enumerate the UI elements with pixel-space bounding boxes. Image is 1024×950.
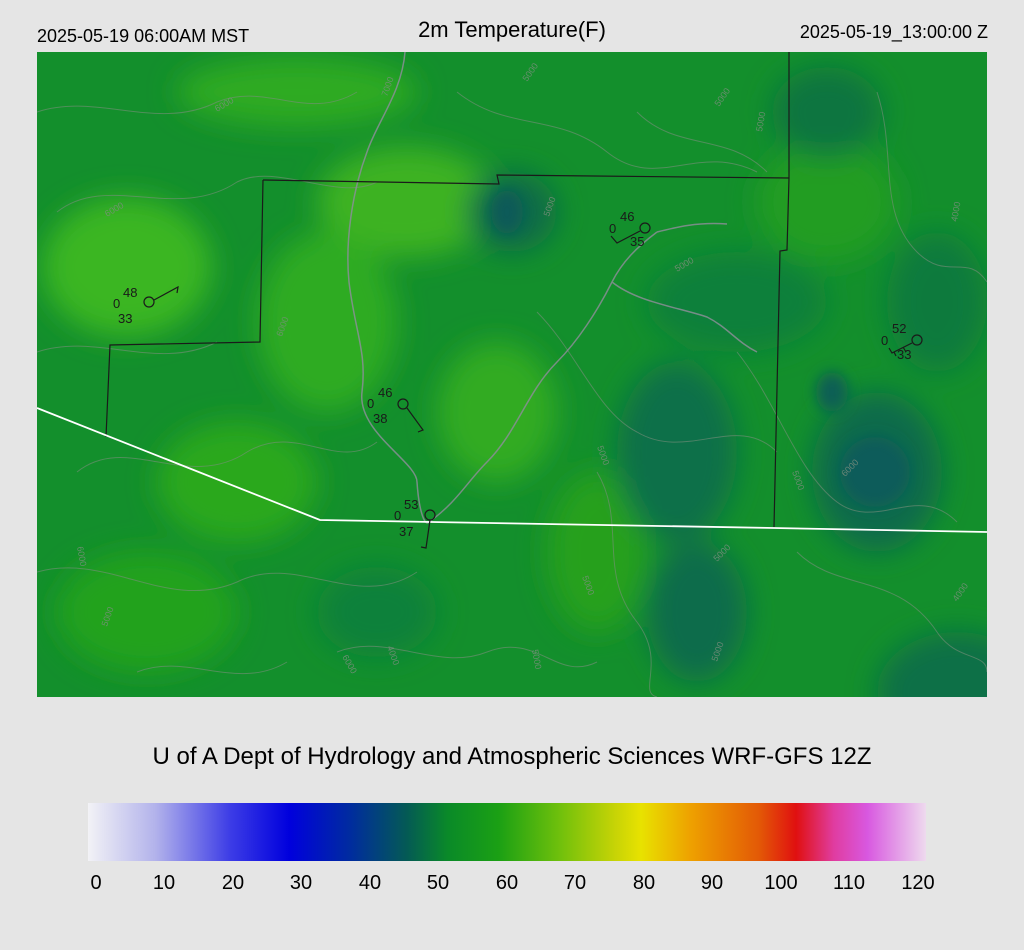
station-cover: 0	[609, 221, 616, 236]
station-temp: 46	[378, 385, 392, 400]
station-dewpoint: 33	[897, 347, 911, 362]
station-temp: 48	[123, 285, 137, 300]
colorbar-fill	[88, 803, 926, 861]
colorbar-tick: 0	[90, 872, 102, 894]
station-circle	[639, 222, 651, 234]
station-cover: 0	[394, 508, 401, 523]
station-cover: 0	[113, 296, 120, 311]
contour-label: 5000	[530, 649, 543, 670]
colorbar-tick: 10	[152, 872, 176, 894]
wind-barb	[610, 230, 641, 244]
colorbar-tick: 50	[426, 872, 450, 894]
colorbar-ticks: 0 10 20 30 40 50 60 70 80 90 100 110 120	[0, 872, 1024, 902]
county-borders	[105, 52, 790, 528]
station-dewpoint: 37	[399, 524, 413, 539]
wind-barb	[888, 342, 913, 357]
temperature-map: 5000 5000 5000 4000 5000 5000 6000 6000 …	[36, 51, 1024, 752]
station-dewpoint: 33	[118, 311, 132, 326]
colorbar-tick: 110	[833, 872, 865, 894]
temperature-colorbar	[88, 803, 926, 861]
contour-label: 4000	[949, 201, 962, 222]
station-circle	[911, 334, 923, 346]
map-title: 2m Temperature(F)	[418, 17, 606, 42]
local-time-label: 2025-05-19 06:00AM MST	[37, 26, 250, 46]
station-readings: 48 0 33 46 0 35 52 0 33 46 0 38 53 0 37	[113, 209, 911, 539]
station-temp: 53	[404, 497, 418, 512]
credit-line: U of A Dept of Hydrology and Atmospheric…	[152, 743, 872, 770]
station-symbols	[143, 222, 923, 549]
colorbar-tick: 30	[289, 872, 313, 894]
contour-label: 6000	[75, 546, 88, 567]
station-cover: 0	[881, 333, 888, 348]
colorbar-tick: 100	[764, 872, 798, 894]
wind-barb	[153, 285, 179, 301]
map-header: 2025-05-19 06:00AM MST 2m Temperature(F)…	[0, 0, 1024, 52]
wind-barb	[420, 519, 431, 549]
colorbar-tick: 40	[358, 872, 382, 894]
contour-label: 5000	[754, 111, 767, 132]
colorbar-tick: 20	[221, 872, 245, 894]
river-lines	[347, 51, 758, 524]
station-dewpoint: 35	[630, 234, 644, 249]
colorbar-tick: 80	[632, 872, 656, 894]
station-circle	[397, 398, 409, 410]
colorbar-tick: 60	[495, 872, 519, 894]
station-temp: 46	[620, 209, 634, 224]
temperature-field: 5000 5000 5000 4000 5000 5000 6000 6000 …	[36, 51, 1024, 752]
station-dewpoint: 38	[373, 411, 387, 426]
wind-barb	[406, 407, 424, 433]
colorbar-tick: 70	[563, 872, 587, 894]
station-circle	[143, 296, 155, 308]
valid-time-label: 2025-05-19_13:00:00 Z	[799, 22, 988, 42]
colorbar-tick: 90	[700, 872, 724, 894]
state-borders	[36, 407, 988, 533]
station-cover: 0	[367, 396, 374, 411]
terrain-contours	[36, 91, 988, 698]
colorbar-tick: 120	[901, 872, 935, 894]
station-temp: 52	[892, 321, 906, 336]
